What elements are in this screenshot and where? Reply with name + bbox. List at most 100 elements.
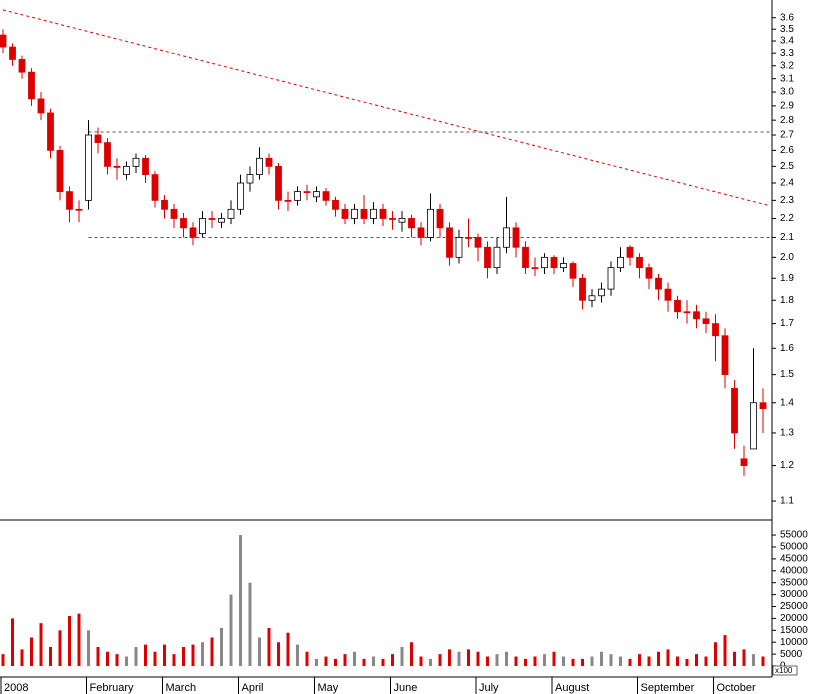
volume-bar <box>163 644 166 667</box>
y-tick-label: 2.3 <box>780 195 794 206</box>
candle-body <box>607 267 615 290</box>
volume-bar <box>372 656 375 667</box>
candle-body <box>493 246 501 269</box>
candle-body <box>275 165 282 201</box>
candle-body <box>322 191 330 201</box>
volume-bar <box>400 646 404 667</box>
x-tick-label: September <box>641 682 695 694</box>
candle-body <box>693 311 700 320</box>
volume-bar <box>495 654 499 667</box>
candle-body <box>759 402 767 409</box>
candle-body <box>199 218 206 234</box>
y-tick-label: 45000 <box>780 554 808 565</box>
candle-body <box>303 191 311 193</box>
candle-body <box>132 157 140 167</box>
y-tick-label: 55000 <box>780 530 808 541</box>
y-tick-label: 1.8 <box>780 295 794 306</box>
y-tick-label: 1.9 <box>780 273 794 284</box>
y-tick-label: 3.2 <box>780 60 794 71</box>
candle-body <box>28 71 35 100</box>
volume-bar <box>714 642 717 667</box>
x-tick-label: 2008 <box>4 682 28 694</box>
candle-body <box>731 388 738 434</box>
candle-body <box>246 174 254 184</box>
volume-bar <box>106 651 109 667</box>
volume-bar <box>657 651 660 667</box>
candle-body <box>75 208 83 211</box>
y-tick-label: 25000 <box>780 601 808 612</box>
volume-bar <box>258 637 261 667</box>
volume-bar <box>619 656 622 667</box>
candle-body <box>683 311 691 314</box>
candle-body <box>712 323 719 337</box>
unit-box <box>772 665 798 676</box>
volume-bar <box>628 658 632 667</box>
candle-body <box>579 277 586 301</box>
volume-bar <box>666 649 670 667</box>
volume-bar <box>277 642 280 667</box>
y-tick-label: 2.8 <box>780 115 794 126</box>
volume-bar <box>87 630 90 667</box>
volume-bar <box>39 623 43 667</box>
candle-body <box>9 46 16 60</box>
candle-body <box>522 246 529 269</box>
y-tick-label: 35000 <box>780 577 808 588</box>
volume-bar <box>457 651 461 667</box>
candle-body <box>541 256 548 269</box>
candle-body <box>417 227 425 238</box>
volume-bar <box>201 642 204 667</box>
candle-body <box>151 174 159 201</box>
candle-body <box>256 157 263 176</box>
volume-bar <box>410 642 413 667</box>
y-tick-label: 1.1 <box>780 496 794 507</box>
y-tick-label: 2.9 <box>780 101 794 112</box>
candle-body <box>237 182 244 210</box>
candle-body <box>37 98 45 114</box>
candle-body <box>227 208 235 219</box>
y-tick-label: 1.6 <box>780 343 794 354</box>
y-tick-label: 2.1 <box>780 232 794 243</box>
candle-body <box>588 295 596 301</box>
volume-bar <box>704 656 708 667</box>
candle-body <box>598 288 605 297</box>
candle-body <box>436 208 444 229</box>
volume-bar <box>448 649 451 667</box>
volume-bar <box>96 646 100 667</box>
x-tick-label: May <box>318 682 339 694</box>
candle-body <box>208 218 216 220</box>
candle-body <box>370 208 377 219</box>
x-tick-label: October <box>717 682 756 694</box>
volume-bar <box>134 646 138 667</box>
candle-body <box>161 199 168 210</box>
volume-bar <box>562 656 565 667</box>
volume-bar <box>191 644 195 667</box>
candle-body <box>180 218 187 229</box>
x-tick-label: July <box>479 682 499 694</box>
y-tick-label: 2.7 <box>780 130 794 141</box>
volume-bar <box>381 658 385 667</box>
x-tick-label: March <box>166 682 197 694</box>
volume-bar <box>58 630 62 667</box>
y-tick-label: 1.3 <box>780 428 794 439</box>
volume-bar <box>419 656 423 667</box>
y-tick-label: 30000 <box>780 589 808 600</box>
candle-body <box>294 191 301 201</box>
candle-body <box>512 227 520 248</box>
volume-bar <box>590 656 594 667</box>
candle-body <box>351 208 358 219</box>
volume-bar <box>533 656 537 667</box>
y-tick-label: 3.1 <box>780 73 794 84</box>
y-tick-label: 3.0 <box>780 87 794 98</box>
volume-bar <box>600 651 603 667</box>
volume-bar <box>524 658 527 667</box>
candle-body <box>664 288 672 301</box>
y-tick-label: 2.0 <box>780 252 794 263</box>
candle-body <box>531 267 539 270</box>
candle-body <box>94 134 102 144</box>
candle-body <box>332 199 339 210</box>
candle-body <box>569 263 577 279</box>
volume-bar <box>723 635 727 667</box>
candle-body <box>636 256 643 269</box>
volume-bar <box>296 644 299 667</box>
